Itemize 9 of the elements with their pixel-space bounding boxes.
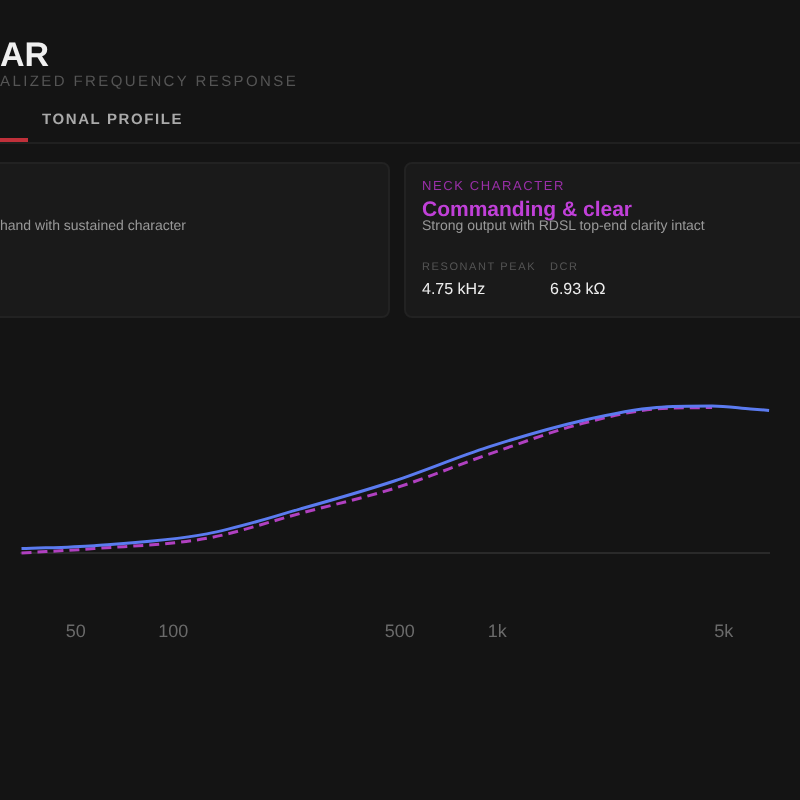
text: 4.75 kHz [422,280,486,298]
x-tick-label: 500 [384,620,415,641]
x-tick-label: 1k [487,620,508,641]
chart-title: AR [0,36,50,75]
x-tick-label: 5k [714,620,735,641]
text: 6.93 kΩ [550,280,606,298]
text: Commanding & clear [422,198,633,222]
x-tick-label: 50 [65,620,86,641]
x-tick-label: 100 [158,620,189,641]
